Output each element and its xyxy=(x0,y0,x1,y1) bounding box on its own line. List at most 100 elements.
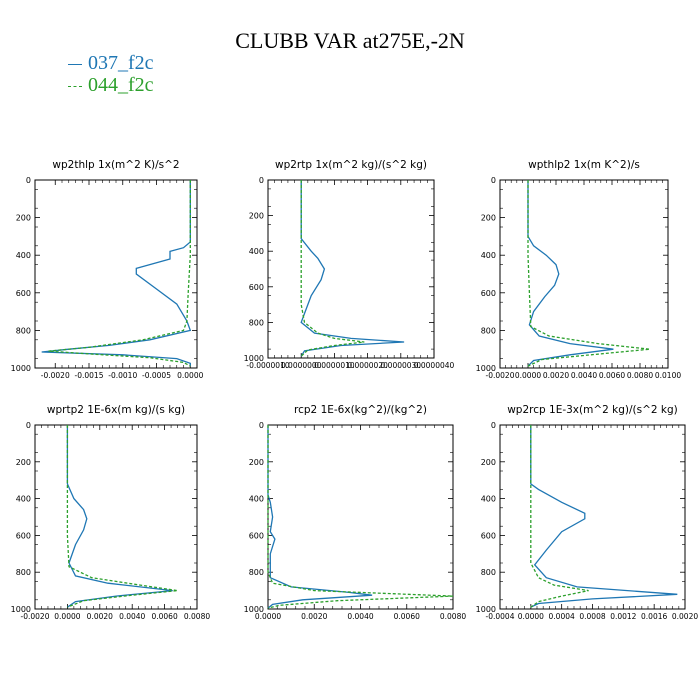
x-tick-label: 0.0000010 xyxy=(314,361,355,370)
y-tick-label: 600 xyxy=(249,531,264,540)
x-tick-label: -0.0010 xyxy=(108,371,137,380)
y-tick-label: 1000 xyxy=(244,354,264,363)
series-line-044-f2c xyxy=(267,425,454,609)
x-tick-label: 0.0080 xyxy=(184,612,210,621)
x-tick-label: 0.0040 xyxy=(571,371,597,380)
plot-frame xyxy=(499,179,669,369)
x-tick-label: -0.0004 xyxy=(486,612,515,621)
x-tick-label: 0.0060 xyxy=(151,612,177,621)
x-tick-label: 0.0000 xyxy=(515,371,541,380)
y-tick-label: 200 xyxy=(249,458,264,467)
x-tick-label: 0.0060 xyxy=(599,371,625,380)
y-tick-label: 400 xyxy=(16,251,31,260)
x-tick-label: -0.0020 xyxy=(486,371,515,380)
y-tick-label: 400 xyxy=(249,495,264,504)
y-tick-label: 1000 xyxy=(476,364,496,373)
series-line-044-f2c xyxy=(530,425,589,608)
x-tick-label: -0.0000010 xyxy=(246,361,289,370)
y-tick-label: 600 xyxy=(249,283,264,292)
y-tick-label: 0 xyxy=(259,421,264,430)
x-tick-label: 0.0012 xyxy=(610,612,636,621)
x-tick-label: 0.0020 xyxy=(672,612,698,621)
y-tick-label: 600 xyxy=(16,531,31,540)
subplot-3: wpthlp2 1x(m K^2)/s 0 200 400 600 800 1000-0.0… xyxy=(476,159,682,380)
series-line-037-f2c xyxy=(41,180,192,367)
y-tick-label: 600 xyxy=(16,289,31,298)
plot-frame xyxy=(267,179,435,359)
x-tick-label: 0.0020 xyxy=(87,612,113,621)
x-tick-label: 0.0016 xyxy=(641,612,667,621)
x-tick-label: 0.0008 xyxy=(579,612,605,621)
legend-label: 044_f2c xyxy=(88,74,154,96)
x-tick-label: 0.0000020 xyxy=(347,361,388,370)
series-line-037-f2c xyxy=(267,425,373,609)
x-tick-label: 0.0000 xyxy=(177,371,203,380)
y-tick-label: 800 xyxy=(481,568,496,577)
x-tick-label: -0.0020 xyxy=(41,371,70,380)
legend-entry-series-1: 037_f2c xyxy=(68,52,154,74)
x-tick-label: 0.0000000 xyxy=(281,361,322,370)
y-tick-label: 400 xyxy=(481,251,496,260)
subplot-1: wp2thlp 1x(m^2 K)/s^2 0 200 400 600 800 1000 -0… xyxy=(11,159,204,380)
x-tick-label: 0.0100 xyxy=(655,371,681,380)
y-tick-label: 1000 xyxy=(476,605,496,614)
subplot-6: wp2rcp 1E-3x(m^2 kg)/(s^2 kg) 0 200 400 600 8… xyxy=(476,404,699,621)
y-tick-label: 800 xyxy=(16,568,31,577)
series-line-037-f2c xyxy=(300,180,405,357)
x-tick-label: 0.0000030 xyxy=(381,361,422,370)
y-tick-label: 0 xyxy=(491,176,496,185)
y-tick-label: 800 xyxy=(16,326,31,335)
y-tick-label: 1000 xyxy=(11,605,31,614)
legend-line-icon xyxy=(68,85,82,87)
legend-entry-series-2: 044_f2c xyxy=(68,74,154,96)
y-tick-label: 400 xyxy=(249,247,264,256)
x-tick-label: -0.0020 xyxy=(21,612,50,621)
figure-title: CLUBB VAR at275E,-2N xyxy=(235,28,465,53)
y-tick-label: 200 xyxy=(16,458,31,467)
y-tick-label: 1000 xyxy=(11,364,31,373)
y-tick-label: 200 xyxy=(16,214,31,223)
x-tick-label: 0.0080 xyxy=(440,612,466,621)
y-tick-label: 200 xyxy=(481,458,496,467)
subplot-title: wpthlp2 1x(m K^2)/s xyxy=(528,159,640,171)
y-tick-label: 200 xyxy=(249,212,264,221)
plot-frame xyxy=(34,424,198,610)
y-tick-label: 1000 xyxy=(244,605,264,614)
x-tick-label: 0.0060 xyxy=(394,612,420,621)
x-tick-label: 0.0000 xyxy=(518,612,544,621)
x-tick-label: 0.0000040 xyxy=(414,361,455,370)
series-line-037-f2c xyxy=(66,425,173,608)
y-tick-label: 800 xyxy=(481,326,496,335)
x-tick-label: 0.0020 xyxy=(543,371,569,380)
series-line-037-f2c xyxy=(527,180,614,367)
legend-line-icon xyxy=(68,63,82,65)
x-tick-label: 0.0004 xyxy=(549,612,575,621)
y-tick-label: 400 xyxy=(16,495,31,504)
series-line-044-f2c xyxy=(527,180,650,367)
y-tick-label: 800 xyxy=(249,568,264,577)
x-tick-label: 0.0000 xyxy=(255,612,281,621)
subplot-title: wp2rtp 1x(m^2 kg)/(s^2 kg) xyxy=(275,159,427,171)
legend-label: 037_f2c xyxy=(88,52,154,74)
subplot-5: rcp2 1E-6x(kg^2)/(kg^2) 0 200 400 600 800 1000… xyxy=(244,404,467,621)
y-tick-label: 0 xyxy=(26,421,31,430)
y-tick-label: 600 xyxy=(481,289,496,298)
x-tick-label: -0.0005 xyxy=(142,371,171,380)
y-tick-label: 0 xyxy=(26,176,31,185)
series-line-044-f2c xyxy=(66,425,178,608)
x-tick-label: 0.0040 xyxy=(347,612,373,621)
series-line-044-f2c xyxy=(300,180,365,357)
subplot-title: wp2thlp 1x(m^2 K)/s^2 xyxy=(52,159,179,171)
y-tick-label: 0 xyxy=(491,421,496,430)
subplot-4: wprtp2 1E-6x(m kg)/(s kg) 0 200 400 600 800 10… xyxy=(11,404,211,621)
y-tick-label: 400 xyxy=(481,495,496,504)
y-tick-label: 0 xyxy=(259,176,264,185)
plot-frame xyxy=(34,179,198,369)
plot-frame xyxy=(499,424,686,610)
subplot-title: wprtp2 1E-6x(m kg)/(s kg) xyxy=(47,404,185,416)
subplot-2: wp2rtp 1x(m^2 kg)/(s^2 kg) 0 200 400 600 800 1… xyxy=(244,159,455,370)
series-line-044-f2c xyxy=(48,180,191,367)
series-line-037-f2c xyxy=(530,425,678,608)
plot-frame xyxy=(267,424,454,610)
